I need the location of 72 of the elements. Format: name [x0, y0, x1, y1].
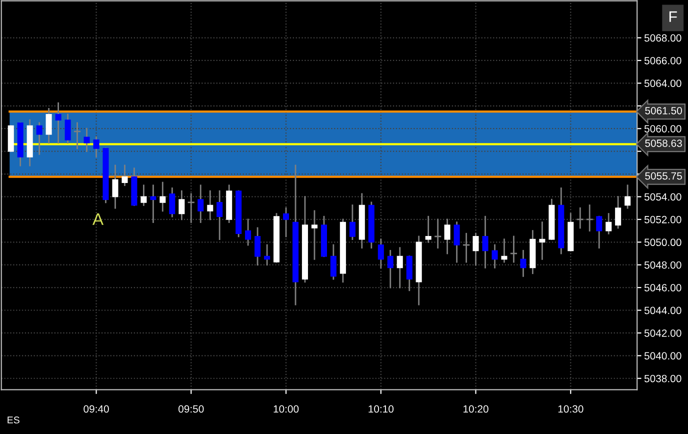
y-tick-label: 5040.00 — [644, 352, 682, 360]
candlestick — [520, 250, 526, 277]
candlestick — [36, 122, 42, 155]
candlestick — [378, 238, 384, 268]
candlestick — [55, 102, 62, 144]
candlestick — [606, 213, 612, 234]
text: ES — [8, 416, 20, 424]
candlestick — [140, 184, 147, 206]
y-tick-label: 5050.00 — [644, 238, 682, 246]
candlestick — [349, 204, 356, 240]
x-tick-label: 09:50 — [178, 405, 204, 413]
candlestick — [122, 164, 128, 186]
y-tick-label: 5066.00 — [644, 56, 682, 64]
candlestick — [188, 193, 194, 223]
candlestick — [596, 216, 602, 249]
ref-line-label: 5061.50 — [645, 106, 682, 114]
candlestick — [254, 227, 261, 266]
candlestick — [624, 184, 631, 209]
x-tick-label: 10:20 — [464, 405, 488, 413]
candlestick — [463, 232, 470, 263]
candlestick — [501, 238, 508, 263]
candlestick — [510, 236, 518, 263]
y-tick-label: 5044.00 — [644, 306, 682, 314]
y-tick-label: 5052.00 — [644, 216, 682, 224]
candlestick — [84, 128, 90, 152]
candlestick — [112, 164, 118, 209]
candlestick — [311, 210, 318, 260]
candlestick — [150, 184, 156, 223]
candlestick — [198, 184, 204, 223]
candlestick — [396, 247, 403, 288]
candlestick — [64, 114, 71, 144]
text: F — [669, 11, 677, 22]
candlestick — [576, 207, 584, 229]
candlestick — [207, 190, 214, 220]
candlestick — [169, 188, 176, 218]
candlestick — [46, 108, 52, 144]
y-tick-label: 5038.00 — [644, 374, 682, 382]
candlestick — [454, 222, 460, 263]
candlestick — [74, 122, 81, 150]
x-tick-label: 10:00 — [274, 405, 299, 413]
y-tick-label: 5064.00 — [644, 80, 682, 88]
annotation: A — [92, 213, 104, 225]
candlestick — [492, 244, 498, 268]
candlestick — [245, 218, 252, 246]
candlestick — [434, 218, 442, 249]
candlestick — [586, 204, 593, 232]
candlestick — [282, 207, 290, 238]
x-tick-label: 10:10 — [368, 405, 394, 413]
candlestick — [178, 190, 185, 220]
candlestick — [160, 182, 166, 212]
y-tick-label: 5060.00 — [644, 125, 682, 132]
candlestick — [444, 218, 450, 254]
y-tick-label: 5046.00 — [644, 284, 682, 292]
candlestick — [387, 250, 394, 288]
x-tick-label: 10:30 — [558, 405, 584, 413]
candlestick — [216, 190, 223, 240]
candlestick — [264, 244, 270, 266]
candlestick — [472, 232, 479, 266]
candlestick — [482, 216, 488, 268]
x-tick-label: 09:40 — [84, 405, 109, 413]
y-tick-label: 5054.00 — [644, 193, 682, 201]
candlestick — [425, 216, 432, 243]
y-tick-label: 5042.00 — [644, 329, 682, 337]
candlestick — [330, 244, 336, 280]
y-tick-label: 5068.00 — [644, 34, 682, 42]
ref-line-label: 5058.63 — [645, 140, 682, 147]
candlestick — [93, 136, 100, 158]
candlestick — [539, 222, 546, 260]
candlestick — [615, 196, 622, 229]
ref-line-label: 5055.75 — [645, 172, 682, 180]
y-tick-label: 5048.00 — [644, 261, 682, 269]
candlestick — [406, 256, 412, 292]
